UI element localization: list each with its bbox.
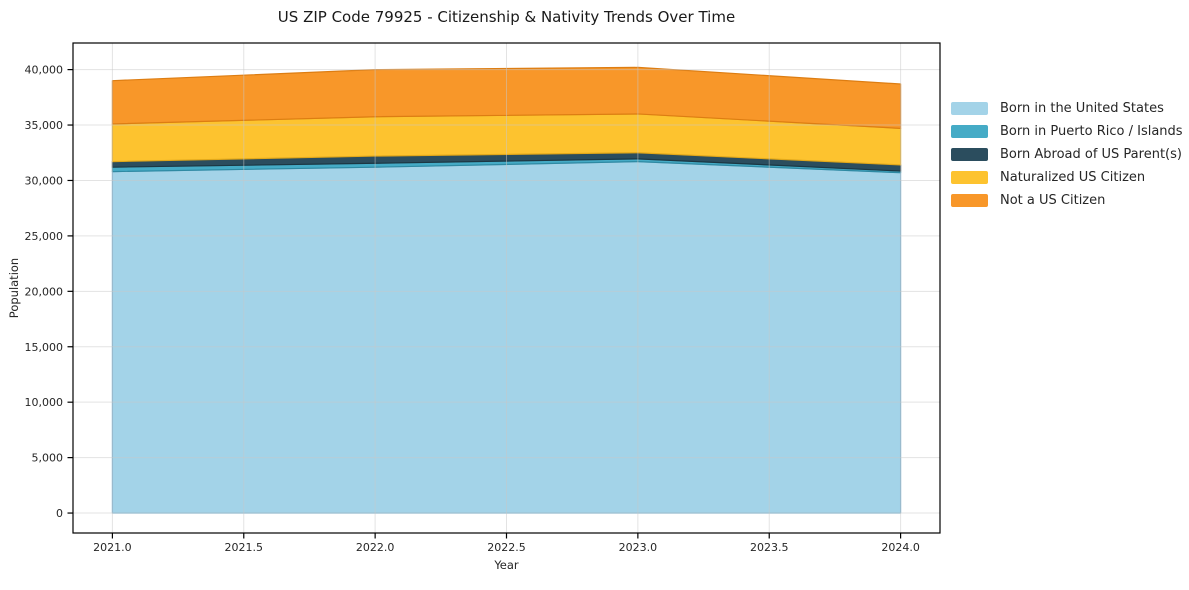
x-axis-label: Year	[494, 558, 519, 572]
x-tick-label: 2023.5	[750, 541, 789, 554]
y-tick-label: 0	[56, 507, 63, 520]
x-tick-label: 2022.0	[356, 541, 395, 554]
y-tick-label: 5,000	[32, 452, 64, 465]
y-axis-label: Population	[7, 257, 21, 319]
x-tick-label: 2022.5	[487, 541, 526, 554]
legend-label: Born in Puerto Rico / Islands	[1000, 124, 1183, 139]
y-tick-label: 30,000	[25, 174, 64, 187]
y-tick-label: 25,000	[25, 230, 64, 243]
y-tick-label: 40,000	[25, 64, 64, 77]
legend-label: Born in the United States	[1000, 101, 1164, 116]
legend-item-born-in-the-united-states: Born in the United States	[951, 101, 1183, 116]
legend-swatch	[951, 171, 988, 184]
legend-swatch	[951, 102, 988, 115]
legend-label: Born Abroad of US Parent(s)	[1000, 147, 1182, 162]
legend-label: Not a US Citizen	[1000, 193, 1106, 208]
legend-swatch	[951, 194, 988, 207]
y-tick-label: 15,000	[25, 341, 64, 354]
x-tick-label: 2023.0	[619, 541, 658, 554]
x-tick-label: 2021.5	[225, 541, 264, 554]
legend-item-born-abroad-of-us-parent-s: Born Abroad of US Parent(s)	[951, 147, 1183, 162]
y-tick-label: 20,000	[25, 285, 64, 298]
legend-swatch	[951, 148, 988, 161]
legend-item-born-in-puerto-rico-islands: Born in Puerto Rico / Islands	[951, 124, 1183, 139]
legend-label: Naturalized US Citizen	[1000, 170, 1146, 185]
x-tick-label: 2024.0	[881, 541, 920, 554]
chart-title: US ZIP Code 79925 - Citizenship & Nativi…	[277, 8, 736, 26]
legend-item-not-a-us-citizen: Not a US Citizen	[951, 193, 1183, 208]
y-tick-label: 35,000	[25, 119, 64, 132]
legend-swatch	[951, 125, 988, 138]
legend-item-naturalized-us-citizen: Naturalized US Citizen	[951, 170, 1183, 185]
x-tick-label: 2021.0	[93, 541, 132, 554]
legend: Born in the United States Born in Puerto …	[951, 101, 1183, 208]
y-tick-label: 10,000	[25, 396, 64, 409]
